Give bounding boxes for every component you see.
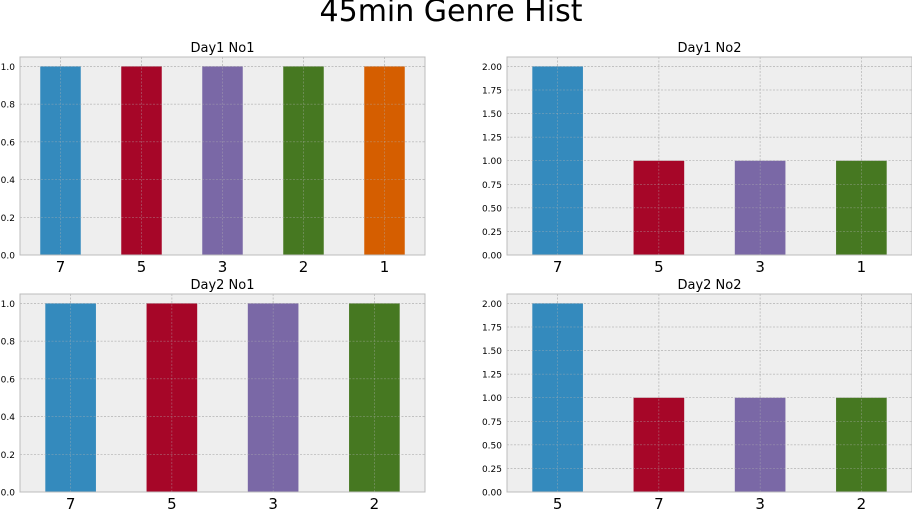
y-tick-label: 0.4 <box>1 176 16 186</box>
plot-frame <box>19 56 426 256</box>
y-tick-label: 1.50 <box>482 110 502 120</box>
subplot-title: Day2 No2 <box>677 278 741 293</box>
bar <box>247 303 299 492</box>
x-tick-label: 7 <box>66 495 76 510</box>
figure-title: 45min Genre Hist <box>319 0 583 29</box>
y-tick-label: 0.00 <box>482 252 502 262</box>
y-tick-label: 1.25 <box>482 134 502 144</box>
y-tick-label: 1.50 <box>482 347 502 357</box>
y-tick-label: 0.25 <box>482 228 502 238</box>
bar <box>202 66 243 255</box>
subplot-4: 0.00 0.25 0.50 0.75 1.00 1.25 1.50 1.75 2.00 5 7 3 2… <box>482 278 912 510</box>
plot-frame <box>506 293 912 493</box>
x-tick-label: 2 <box>857 495 867 510</box>
y-tick-label: 0.0 <box>1 489 16 499</box>
x-tick-label: 7 <box>553 258 563 276</box>
x-tick-label: 5 <box>167 495 177 510</box>
subplot-3: 0.0 0.2 0.4 0.6 0.8 1.0 7 5 3 2 Day2 No1 <box>1 278 426 510</box>
x-tick-label: 3 <box>755 258 765 276</box>
bar <box>283 66 324 255</box>
plot-frame <box>506 56 912 256</box>
x-tick-label: 5 <box>654 258 664 276</box>
x-tick-label: 3 <box>268 495 278 510</box>
plot-frame <box>19 293 426 493</box>
y-tick-label: 0.25 <box>482 465 502 475</box>
y-tick-label: 1.25 <box>482 371 502 381</box>
y-tick-label: 0.6 <box>1 138 16 148</box>
x-tick-label: 5 <box>553 495 563 510</box>
y-tick-label: 0.75 <box>482 418 502 428</box>
y-tick-label: 0.6 <box>1 375 16 385</box>
subplot-title: Day2 No1 <box>190 278 254 293</box>
y-tick-label: 0.4 <box>1 413 16 423</box>
y-tick-label: 0.0 <box>1 252 16 262</box>
x-tick-label: 5 <box>137 258 147 276</box>
y-tick-label: 1.00 <box>482 394 502 404</box>
y-tick-label: 0.50 <box>482 204 502 214</box>
x-tick-label: 7 <box>56 258 66 276</box>
subplot-1: 0.0 0.2 0.4 0.6 0.8 1.0 7 5 3 2 1 Day1 No1 <box>1 41 426 276</box>
subplot-title: Day1 No1 <box>190 41 254 56</box>
y-tick-label: 1.0 <box>1 300 16 310</box>
subplot-2: 0.00 0.25 0.50 0.75 1.00 1.25 1.50 1.75 2.00 7 5 3 1… <box>482 41 912 276</box>
bar <box>40 66 81 255</box>
subplot-title: Day1 No2 <box>677 41 741 56</box>
y-tick-label: 0.2 <box>1 214 15 224</box>
x-tick-label: 3 <box>755 495 765 510</box>
bar <box>121 66 162 255</box>
y-tick-label: 1.75 <box>482 324 502 334</box>
x-tick-label: 7 <box>654 495 664 510</box>
y-tick-label: 0.50 <box>482 441 502 451</box>
y-tick-label: 1.0 <box>1 63 16 73</box>
x-tick-label: 2 <box>299 258 309 276</box>
y-tick-label: 1.00 <box>482 157 502 167</box>
y-tick-label: 1.75 <box>482 87 502 97</box>
bar <box>364 66 405 255</box>
y-tick-label: 0.75 <box>482 181 502 191</box>
y-tick-label: 0.8 <box>1 338 16 348</box>
bar <box>349 303 400 492</box>
y-tick-label: 0.2 <box>1 451 15 461</box>
y-tick-label: 0.00 <box>482 489 502 499</box>
x-tick-label: 3 <box>218 258 228 276</box>
bar <box>146 303 198 492</box>
y-tick-label: 2.00 <box>482 300 502 310</box>
y-tick-label: 2.00 <box>482 63 502 73</box>
bar <box>45 303 96 492</box>
y-tick-label: 0.8 <box>1 101 16 111</box>
x-tick-label: 1 <box>380 258 390 276</box>
x-tick-label: 2 <box>370 495 380 510</box>
x-tick-label: 1 <box>857 258 867 276</box>
